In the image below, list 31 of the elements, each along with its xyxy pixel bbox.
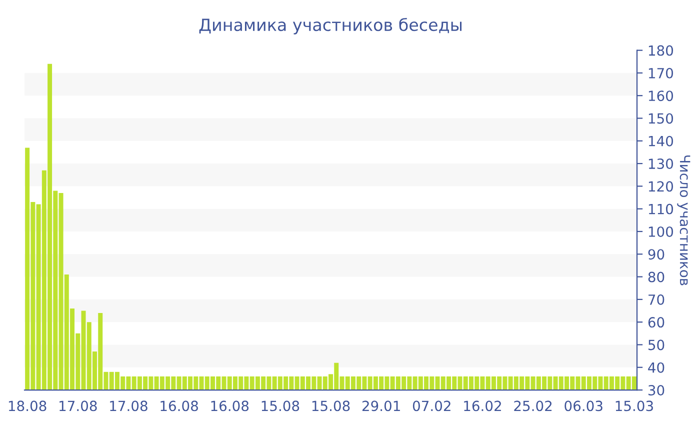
x-tick-label: 17.08 bbox=[60, 400, 97, 412]
x-tick-label: 16.08 bbox=[211, 400, 249, 412]
y-tick-label: 70 bbox=[648, 294, 664, 305]
y-tick-label: 140 bbox=[648, 136, 674, 146]
y-tick-label: 130 bbox=[648, 158, 674, 170]
y-tick-label: 110 bbox=[648, 204, 674, 214]
chart-title: Динамика участников беседы bbox=[199, 18, 462, 34]
x-tick-label: 16.02 bbox=[464, 400, 501, 412]
y-tick-label: 60 bbox=[648, 317, 664, 328]
y-tick-label: 170 bbox=[648, 68, 674, 78]
x-tick-label: 07.02 bbox=[412, 400, 450, 412]
y-tick-label: 160 bbox=[648, 90, 674, 102]
x-tick-label: 15.03 bbox=[616, 400, 653, 412]
x-tick-label: 06.03 bbox=[564, 400, 602, 412]
x-tick-label: 16.08 bbox=[160, 400, 198, 412]
y-tick-label: 150 bbox=[648, 113, 674, 124]
y-axis-title: Число участников bbox=[677, 155, 690, 286]
y-tick-label: 180 bbox=[648, 45, 674, 56]
y-tick-label: 50 bbox=[648, 340, 664, 350]
x-tick-label: 15.08 bbox=[312, 400, 350, 412]
y-tick-label: 90 bbox=[648, 249, 664, 260]
y-tick-label: 100 bbox=[648, 226, 674, 237]
y-tick-label: 80 bbox=[648, 272, 664, 282]
y-tick-label: 120 bbox=[648, 181, 674, 192]
x-tick-label: 25.02 bbox=[514, 400, 552, 412]
x-tick-label: 29.01 bbox=[362, 400, 400, 412]
x-tick-label: 18.08 bbox=[8, 400, 46, 412]
x-tick-label: 17.08 bbox=[110, 400, 148, 412]
y-tick-label: 30 bbox=[648, 384, 664, 396]
x-tick-label: 15.08 bbox=[262, 400, 300, 412]
y-tick-label: 40 bbox=[648, 362, 664, 373]
